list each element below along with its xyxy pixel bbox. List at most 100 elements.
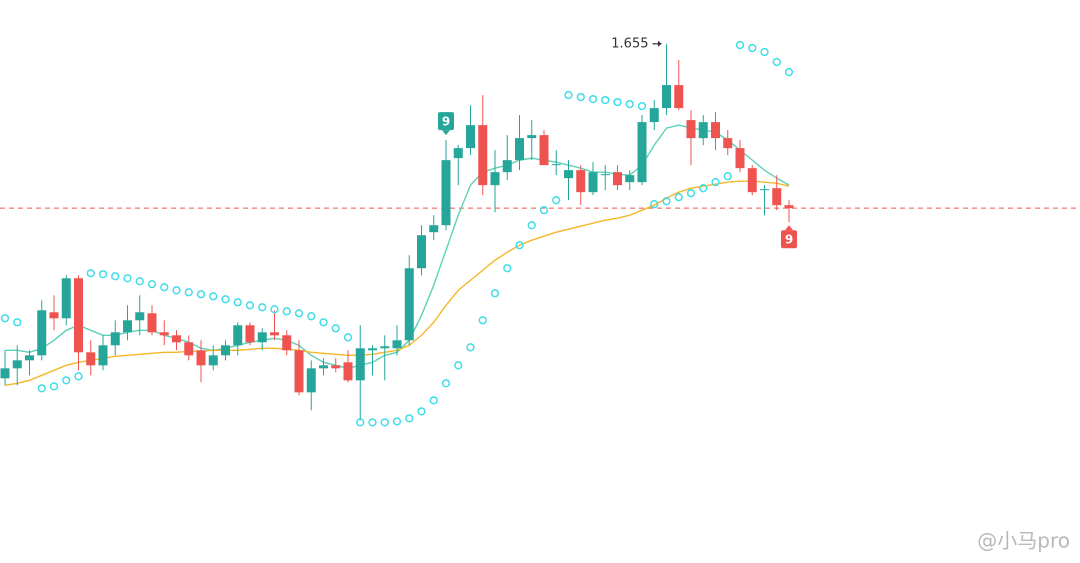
sar-dot (466, 343, 475, 352)
sar-dot (552, 196, 561, 205)
candle-body (319, 365, 328, 369)
sar-dot (160, 283, 169, 292)
sar-dot (772, 57, 781, 67)
sar-dot (539, 206, 549, 215)
sar-dot (111, 272, 120, 281)
candle-body (502, 160, 512, 173)
candle-body (110, 332, 120, 346)
sar-dot (515, 241, 524, 250)
sar-dot (429, 396, 438, 405)
sar-dot (735, 40, 745, 50)
candle-body (784, 205, 794, 209)
sar-dot (490, 289, 500, 298)
sar-dot (307, 312, 316, 321)
sar-dot (184, 288, 193, 297)
sar-dot (209, 292, 218, 301)
sar-dot (760, 47, 769, 57)
sar-dot (527, 221, 536, 230)
sar-dot (98, 270, 108, 279)
sar-dot (784, 67, 794, 77)
candle-body (25, 355, 34, 361)
candle-body (637, 122, 647, 183)
candle-body (306, 368, 316, 393)
sar-dot (196, 290, 206, 299)
candle-body (404, 268, 414, 341)
candle-body (208, 355, 218, 366)
sar-dot (74, 372, 83, 381)
candle-body (747, 168, 757, 193)
candle-body (429, 225, 439, 233)
sar-dot (245, 301, 255, 310)
candle-body (662, 85, 671, 109)
candle-body (221, 345, 230, 356)
sar-dot (674, 193, 683, 202)
candle-body (380, 346, 390, 349)
sar-dot (343, 333, 353, 342)
candle-body (86, 352, 96, 366)
candle-body (49, 312, 59, 319)
sar-dot (123, 274, 132, 283)
candle-body (674, 85, 684, 109)
sar-dot (135, 277, 144, 286)
sar-dot (564, 90, 573, 100)
candle-body (490, 172, 500, 186)
candle-body (625, 175, 635, 183)
sar-dot (405, 414, 414, 423)
candle-body (270, 332, 279, 336)
sar-dot (49, 382, 59, 391)
candle-body (466, 125, 475, 149)
candle-body (551, 164, 561, 166)
sar-dot (319, 318, 328, 327)
sar-dot (147, 280, 157, 289)
candle-body (576, 170, 586, 193)
sar-dot (588, 94, 598, 104)
signal-marker (438, 112, 454, 131)
sar-dot (356, 418, 365, 427)
candle-body (368, 348, 377, 351)
sar-dot (233, 298, 242, 307)
candle-body (0, 368, 10, 379)
signal-pointer (442, 130, 450, 136)
signal-marker (781, 230, 797, 249)
sar-dot (650, 200, 659, 209)
candle-body (12, 360, 22, 369)
sar-dot (62, 376, 71, 385)
candle-body (294, 350, 304, 393)
candle-body (735, 148, 745, 169)
candle-body (686, 120, 696, 139)
candle-body (417, 235, 426, 269)
sar-dot (441, 379, 451, 388)
sar-dot (625, 99, 634, 109)
candle-body (257, 332, 267, 343)
candle-body (245, 325, 255, 343)
sar-dot (601, 95, 610, 105)
candle-body (343, 362, 353, 381)
sar-dot (282, 307, 291, 316)
candle-body (98, 345, 108, 366)
candle-body (613, 172, 622, 186)
candle-body (282, 335, 292, 351)
sar-dot (503, 264, 512, 273)
candle-body (600, 174, 610, 176)
high-label: 1.655 (611, 36, 648, 51)
candle-body (392, 340, 402, 349)
sar-dot (686, 189, 696, 198)
candle-body (711, 122, 720, 139)
candle-body (135, 312, 145, 321)
sar-dot (417, 407, 426, 416)
sar-dot (662, 197, 671, 206)
sar-dot (86, 269, 95, 278)
candle-body (331, 365, 341, 369)
candle-body (147, 313, 157, 333)
sar-dot (576, 92, 585, 102)
signal-label: 9 (785, 233, 793, 247)
sar-dot (723, 172, 732, 181)
candle-body (233, 325, 243, 346)
sar-dot (392, 417, 402, 426)
candle-body (37, 310, 47, 356)
sar-dot (172, 286, 181, 295)
high-arrow-head (658, 40, 662, 47)
sar-dot (748, 43, 757, 53)
sar-dot (637, 101, 647, 111)
